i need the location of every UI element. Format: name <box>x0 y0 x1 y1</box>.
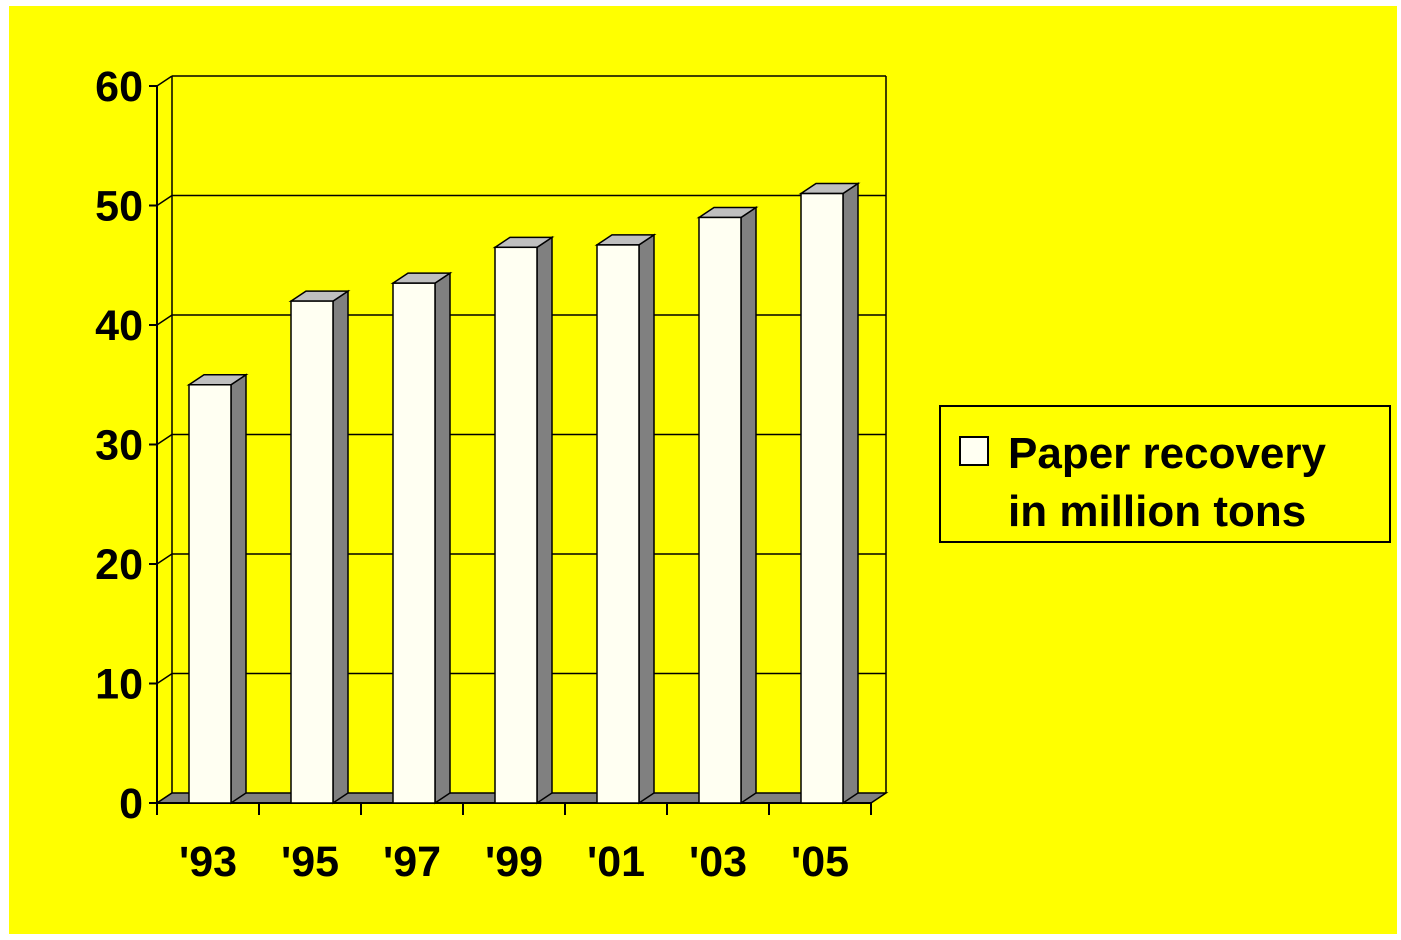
chart-container: 0 10 20 30 40 50 60 '93 '95 '97 '99 '01 '03 '05 Paper… <box>9 6 1397 934</box>
bar <box>290 300 334 804</box>
bar <box>188 384 232 804</box>
y-tick-label: 40 <box>95 302 143 350</box>
bar-side <box>638 233 655 805</box>
gridline-side <box>156 433 173 446</box>
bar-side <box>230 373 247 805</box>
legend-swatch <box>959 436 989 466</box>
gridline-side <box>156 553 173 565</box>
x-tick-label: '95 <box>281 838 339 886</box>
gridline-side <box>156 75 173 87</box>
bar-side <box>740 206 757 805</box>
y-tick-label: 20 <box>95 541 143 589</box>
y-tick-label: 50 <box>95 183 143 231</box>
gridline-side <box>156 314 173 326</box>
bar-chart: 0 10 20 30 40 50 60 '93 '95 '97 '99 '01 '03 '05 <box>9 6 1397 934</box>
bar <box>596 244 640 804</box>
legend-label: Paper recovery in million tons <box>1008 425 1326 541</box>
y-tick-label: 0 <box>119 780 143 828</box>
x-tick-label: '01 <box>587 838 645 886</box>
x-tick-label: '93 <box>179 838 237 886</box>
y-tick-label: 10 <box>95 661 143 709</box>
gridline-side <box>156 194 173 207</box>
x-tick-label: '97 <box>383 838 441 886</box>
gridline-side <box>156 672 173 685</box>
bar-side <box>434 271 451 805</box>
x-tick-label: '05 <box>791 838 849 886</box>
y-tick-label: 60 <box>95 63 143 111</box>
bar-side <box>842 182 859 805</box>
bar <box>392 282 436 804</box>
legend-label-line1: Paper recovery <box>1008 429 1326 478</box>
legend: Paper recovery in million tons <box>939 405 1391 543</box>
x-tick-label: '03 <box>689 838 747 886</box>
bar <box>698 216 742 804</box>
y-tick-label: 30 <box>95 422 143 470</box>
bar-side <box>332 289 349 805</box>
bar-side <box>536 235 553 805</box>
x-tick-label: '99 <box>485 838 543 886</box>
legend-label-line2: in million tons <box>1008 487 1307 536</box>
bar <box>494 246 538 804</box>
bar <box>800 192 844 804</box>
